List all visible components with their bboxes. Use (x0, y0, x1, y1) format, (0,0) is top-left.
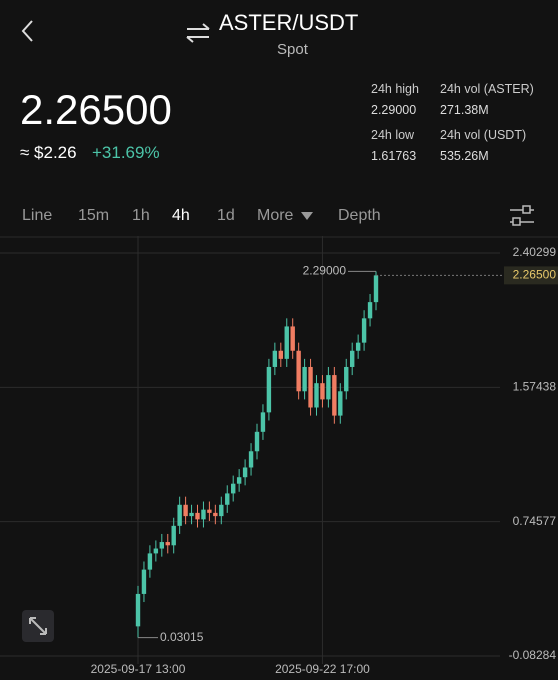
y-tick-label: 2.40299 (513, 245, 557, 259)
stat-value: 271.38M (440, 103, 489, 117)
candle-body (219, 504, 224, 517)
market-type: Spot (277, 41, 308, 58)
tab[interactable]: 1h (132, 207, 150, 224)
tab[interactable]: 15m (78, 207, 110, 224)
stat-value: 535.26M (440, 149, 489, 163)
candle-body (159, 542, 164, 549)
stat-label: 24h high (371, 82, 419, 96)
last-price-box (504, 266, 558, 285)
candle-body (296, 350, 301, 392)
swap-icon[interactable] (184, 22, 212, 44)
back-button[interactable] (18, 18, 38, 44)
candle-body (266, 366, 272, 413)
stat-label: 24h low (371, 128, 415, 142)
candle-body (242, 467, 248, 478)
tab[interactable]: Depth (338, 207, 381, 224)
candle-body (207, 509, 212, 513)
tab[interactable]: 4h (172, 207, 190, 224)
candle-body (338, 391, 343, 416)
last-price-label: 2.26500 (513, 268, 557, 282)
candle-body (373, 275, 379, 303)
candle-body (165, 542, 170, 546)
candle-body (254, 431, 260, 452)
candle-body (326, 375, 331, 400)
candle-body (308, 366, 313, 408)
candle-body (201, 509, 206, 520)
y-tick-label: 1.57438 (513, 380, 557, 394)
candle-body (195, 512, 200, 520)
candle-body (332, 375, 337, 416)
stat-label: 24h vol (ASTER) (440, 82, 534, 96)
tab[interactable]: More (257, 207, 294, 224)
stat-value: 1.61763 (371, 149, 417, 163)
candle-body (361, 318, 367, 343)
candle-body (314, 383, 319, 408)
x-tick-label: 2025-09-17 13:00 (91, 662, 186, 676)
stat-label: 24h vol (USDT) (440, 128, 527, 142)
y-tick-label: -0.08284 (509, 648, 557, 662)
candle-body (147, 553, 153, 570)
candle-body (350, 350, 355, 367)
candle-body (260, 412, 266, 432)
price-change: +31.69% (92, 143, 160, 162)
candle-body (284, 326, 289, 359)
candle-body (183, 504, 188, 517)
candle-body (355, 342, 361, 351)
candle-body (236, 477, 242, 484)
chart: -0.08284 0.74577 1.57438 2.40299 2025-09-17 … (0, 236, 558, 676)
min-marker-label: 0.03015 (160, 630, 204, 644)
candle-body (278, 350, 283, 359)
candle-body (302, 366, 307, 392)
x-tick-label: 2025-09-22 17:00 (275, 662, 370, 676)
y-tick-label: 0.74577 (513, 514, 557, 528)
candle-body (135, 593, 141, 627)
max-marker-label: 2.29000 (303, 263, 347, 277)
candle-body (141, 569, 147, 594)
approx-price: ≈ $2.26 (20, 143, 77, 162)
candle-body (225, 493, 230, 505)
last-price: 2.26500 (20, 86, 172, 133)
candle-body (344, 366, 349, 392)
candle-body (248, 451, 254, 468)
pair-title: ASTER/USDT (219, 10, 359, 35)
candle-body (177, 504, 182, 526)
dropdown-arrow (301, 212, 313, 220)
candle-body (290, 326, 295, 351)
tab[interactable]: 1d (217, 207, 235, 224)
stat-value: 2.29000 (371, 103, 417, 117)
candle-body (189, 512, 194, 517)
candle-body (367, 302, 373, 319)
candle-body (231, 483, 236, 494)
candle-body (153, 548, 159, 554)
candle-body (320, 383, 325, 400)
candle-body (272, 350, 278, 367)
candle-body (171, 525, 176, 546)
settings-icon[interactable] (508, 204, 536, 228)
expand-button[interactable] (22, 610, 54, 642)
tab[interactable]: Line (22, 207, 53, 224)
candle-body (213, 512, 218, 517)
